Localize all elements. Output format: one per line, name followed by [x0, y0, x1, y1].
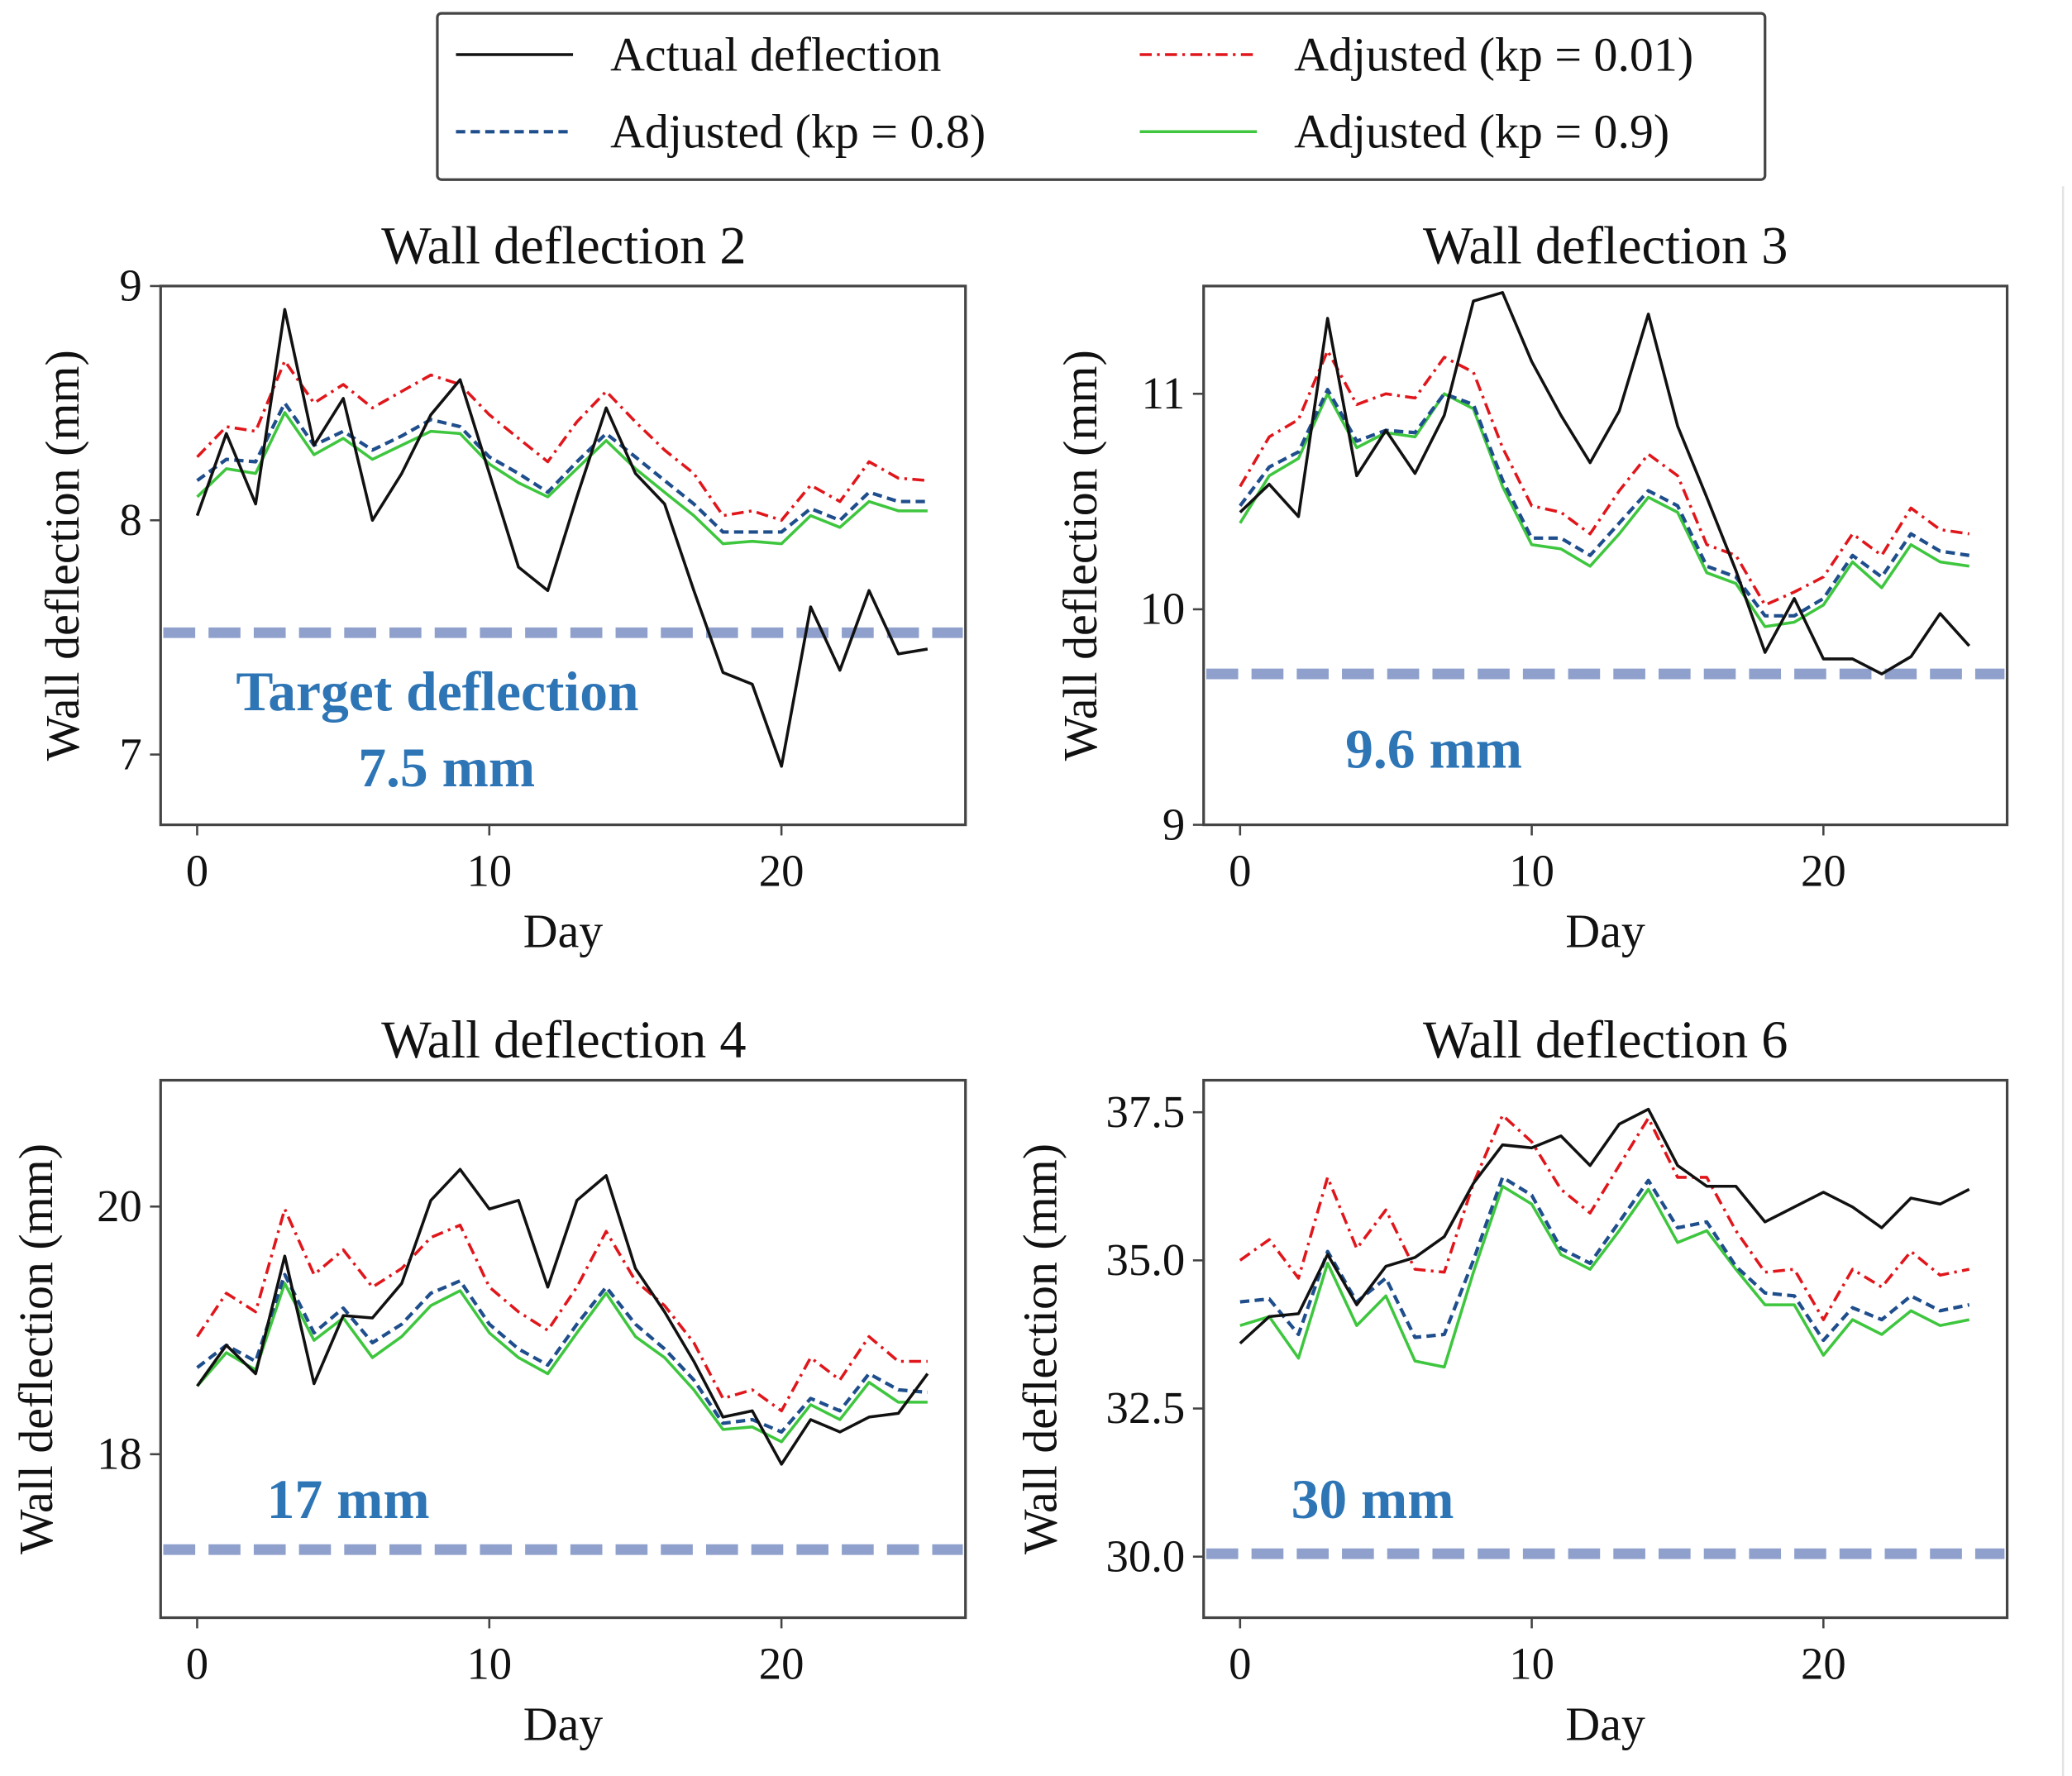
- legend-entry: Actual deflection: [456, 27, 942, 81]
- y-tick-label: 7: [119, 728, 141, 779]
- series-line-actual: [195, 308, 929, 768]
- x-tick-label: 10: [1509, 846, 1554, 896]
- legend-entry: Adjusted (kp = 0.9): [1139, 105, 1669, 159]
- series-line-kp-0-9: [1239, 392, 1969, 628]
- x-tick-label: 10: [1509, 1639, 1554, 1689]
- legend-label: Adjusted (kp = 0.9): [1294, 105, 1669, 159]
- series-line-kp-0-9: [196, 1282, 928, 1444]
- series-line-kp-0-01: [196, 359, 929, 523]
- series-line-kp-0-01: [1239, 349, 1969, 607]
- series-line-kp-0-9: [1239, 1184, 1970, 1369]
- y-tick-label: 20: [97, 1181, 142, 1231]
- x-axis-label: Day: [1565, 905, 1645, 958]
- x-axis-label: Day: [1565, 1697, 1645, 1751]
- y-tick-label: 32.5: [1106, 1382, 1186, 1433]
- y-tick-label: 9: [1163, 799, 1185, 849]
- plot-area-frame: [159, 1078, 967, 1620]
- legend-entry: Adjusted (kp = 0.01): [1139, 27, 1693, 81]
- y-tick-label: 11: [1142, 368, 1186, 418]
- plot-area-frame: [1202, 1078, 2009, 1620]
- target-annotation: Target deflection: [236, 661, 638, 723]
- x-axis-label: Day: [523, 1697, 604, 1751]
- series-line-actual: [1239, 291, 1971, 676]
- legend-label: Adjusted (kp = 0.8): [610, 105, 986, 159]
- subplot-title: Wall deflection 6: [1423, 1010, 1788, 1069]
- target-annotation: 30 mm: [1291, 1468, 1454, 1530]
- y-axis-label: Wall deflection (mm): [1014, 1143, 1067, 1554]
- y-axis-label: Wall deflection (mm): [36, 350, 89, 761]
- x-tick-label: 20: [1801, 846, 1846, 896]
- legend-entry: Adjusted (kp = 0.8): [456, 105, 986, 159]
- legend-label: Actual deflection: [610, 27, 941, 81]
- plot-area-frame: [1202, 284, 2009, 827]
- subplot-wall-deflection-2: Wall deflection 2 0 10 20 7 8 9 Day Wall deflect…: [36, 217, 967, 958]
- series-line-kp-0-01: [196, 1207, 928, 1413]
- series-line-kp-0-9: [196, 411, 928, 546]
- subplot-wall-deflection-6: Wall deflection 6 0 10 20 30.0 32.5 35.0 37.5 Da…: [1014, 1010, 2009, 1751]
- x-tick-label: 0: [1229, 846, 1251, 896]
- x-tick-label: 0: [1229, 1639, 1251, 1689]
- x-axis-label: Day: [523, 905, 604, 958]
- series-line-kp-0-01: [1239, 1114, 1970, 1321]
- y-tick-label: 35.0: [1106, 1234, 1186, 1285]
- plot-area-frame: [159, 284, 967, 827]
- y-tick-label: 8: [119, 494, 141, 545]
- legend-frame: [436, 12, 1767, 181]
- y-tick-label: 18: [97, 1429, 142, 1479]
- x-tick-label: 0: [186, 1639, 208, 1689]
- legend-label: Adjusted (kp = 0.01): [1294, 27, 1693, 81]
- y-axis-label: Wall deflection (mm): [9, 1143, 63, 1554]
- series-line-actual: [196, 1167, 929, 1466]
- series-line-actual: [1239, 1107, 1970, 1345]
- y-tick-label: 37.5: [1106, 1086, 1186, 1137]
- x-tick-label: 10: [466, 846, 512, 896]
- y-tick-label: 9: [119, 260, 141, 311]
- target-annotation: 9.6 mm: [1345, 718, 1522, 780]
- subplot-wall-deflection-3: Wall deflection 3 0 10 20 9 10 11 Day Wall defle…: [1053, 217, 2009, 958]
- x-tick-label: 0: [186, 846, 208, 896]
- target-annotation: 7.5 mm: [358, 737, 535, 799]
- x-tick-label: 10: [466, 1639, 512, 1689]
- y-tick-label: 10: [1140, 584, 1186, 634]
- subplot-title: Wall deflection 3: [1423, 217, 1788, 275]
- target-annotation: 17 mm: [267, 1468, 430, 1530]
- subplot-title: Wall deflection 2: [381, 217, 746, 275]
- x-tick-label: 20: [759, 846, 804, 896]
- x-tick-label: 20: [759, 1639, 804, 1689]
- subplot-wall-deflection-4: Wall deflection 4 0 10 20 18 20 Day Wall deflec…: [9, 1010, 967, 1751]
- y-axis-label: Wall deflection (mm): [1053, 350, 1107, 761]
- y-tick-label: 30.0: [1106, 1530, 1186, 1581]
- series-line-kp-0-8: [196, 401, 928, 534]
- x-tick-label: 20: [1801, 1639, 1846, 1689]
- legend: Actual deflection Adjusted (kp = 0.01) Adj…: [436, 12, 1767, 181]
- subplot-title: Wall deflection 4: [381, 1010, 746, 1069]
